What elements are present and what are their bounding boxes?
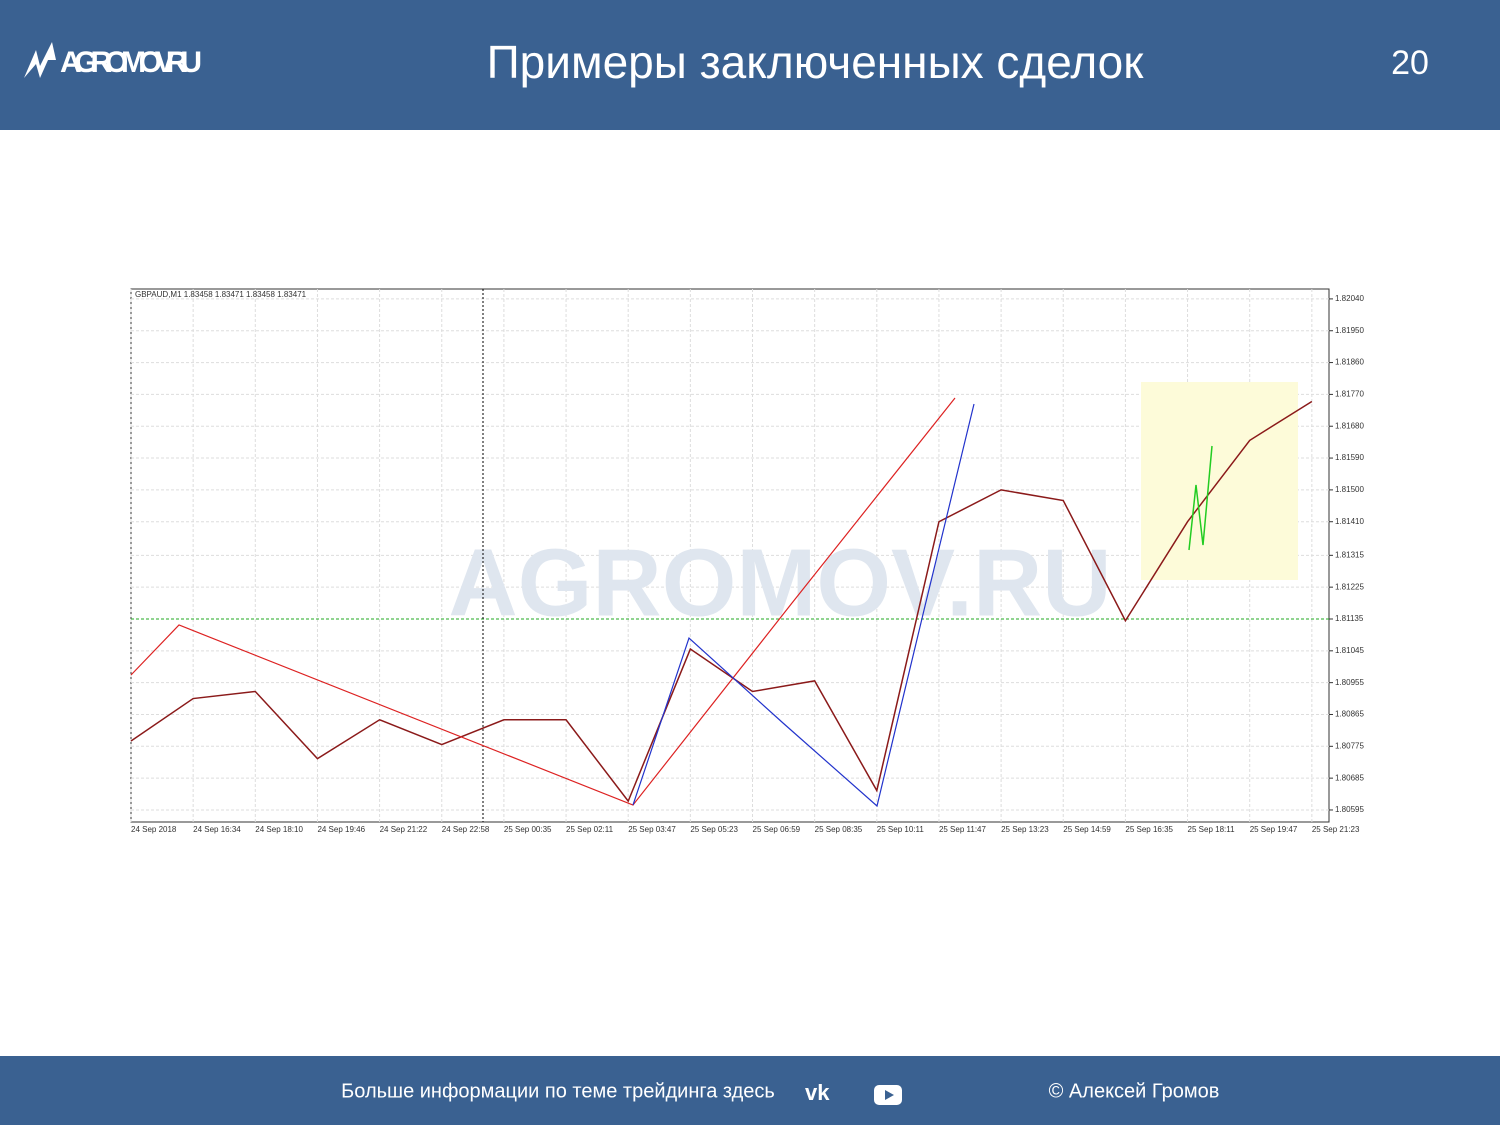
series-layer (130, 400, 1313, 803)
x-tick-label: 25 Sep 00:35 (504, 825, 552, 834)
youtube-play (885, 1090, 894, 1100)
logo: AGROMOV.RU (60, 46, 202, 79)
y-tick-label: 1.80865 (1335, 710, 1364, 719)
x-tick-label: 25 Sep 19:47 (1250, 825, 1298, 834)
x-tick-label: 25 Sep 05:23 (690, 825, 738, 834)
x-tick-label: 24 Sep 2018 (131, 825, 177, 834)
x-tick-label: 24 Sep 18:10 (255, 825, 303, 834)
x-tick-label: 25 Sep 18:11 (1188, 825, 1236, 834)
y-tick-label: 1.81680 (1335, 421, 1364, 430)
grid: 1.82040 1.81950 1.81860 1.81770 1.81680 1.815… (130, 289, 1364, 834)
y-tick-label: 1.81410 (1335, 517, 1364, 526)
x-tick-label: 24 Sep 19:46 (317, 825, 365, 834)
x-tick-label: 25 Sep 08:35 (815, 825, 863, 834)
x-tick-label: 25 Sep 10:11 (877, 825, 925, 834)
y-tick-label: 1.80775 (1335, 741, 1364, 750)
y-tick-label: 1.82040 (1335, 294, 1364, 303)
x-tick-label: 24 Sep 22:58 (442, 825, 490, 834)
slide-title: Примеры заключенных сделок (487, 36, 1145, 88)
x-tick-label: 25 Sep 14:59 (1063, 825, 1111, 834)
zigzag-blue (632, 403, 975, 808)
x-tick-label: 25 Sep 02:11 (566, 825, 614, 834)
y-tick-label: 1.81950 (1335, 326, 1364, 335)
x-tick-label: 25 Sep 16:35 (1125, 825, 1173, 834)
x-tick-label: 25 Sep 03:47 (628, 825, 676, 834)
chart-info: GBPAUD,M1 1.83458 1.83471 1.83458 1.8347… (135, 290, 307, 299)
header-bar (0, 0, 1500, 130)
y-tick-label: 1.81225 (1335, 582, 1364, 591)
x-tick-label: 25 Sep 11:47 (939, 825, 987, 834)
y-tick-label: 1.81770 (1335, 390, 1364, 399)
y-tick-label: 1.80595 (1335, 805, 1364, 814)
y-tick-label: 1.81590 (1335, 453, 1364, 462)
y-tick-label: 1.81500 (1335, 485, 1364, 494)
x-tick-label: 25 Sep 21:23 (1312, 825, 1360, 834)
y-tick-label: 1.81135 (1335, 614, 1364, 623)
price-line (130, 400, 1313, 803)
footer-bar (0, 1056, 1500, 1125)
vk-icon[interactable]: vk (805, 1080, 830, 1105)
zigzag-green (1188, 445, 1213, 551)
page-number: 20 (1391, 44, 1429, 82)
x-tick-label: 25 Sep 06:59 (753, 825, 801, 834)
y-tick-label: 1.80955 (1335, 678, 1364, 687)
y-tick-label: 1.81315 (1335, 550, 1364, 559)
logo-icon (24, 42, 56, 78)
x-tick-label: 24 Sep 21:22 (380, 825, 428, 834)
y-tick-label: 1.80685 (1335, 773, 1364, 782)
plot-frame (130, 288, 1330, 823)
y-tick-label: 1.81860 (1335, 358, 1364, 367)
y-tick-label: 1.81045 (1335, 646, 1364, 655)
footer-author: © Алексей Громов (1049, 1080, 1220, 1102)
footer-info: Больше информации по теме трейдинга здес… (341, 1080, 775, 1102)
x-tick-label: 24 Sep 16:34 (193, 825, 241, 834)
watermark: AGROMOV.RU (448, 529, 1111, 636)
x-tick-label: 25 Sep 13:23 (1001, 825, 1049, 834)
